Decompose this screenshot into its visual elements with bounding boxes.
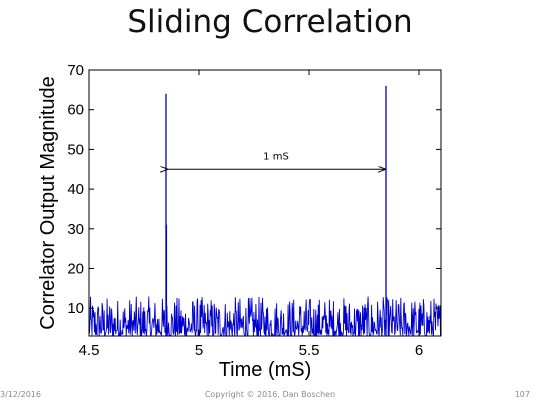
y-tick-label: 60 [67, 102, 84, 119]
peak-series [165, 85, 387, 336]
y-tick-label: 40 [67, 181, 84, 198]
correlation-chart: 4.5 5 5.5 6 10 20 30 40 50 60 70 1 mS Time (mS) Co… [37, 62, 442, 381]
footer-copyright: Copyright © 2016, Dan Boschen [204, 390, 336, 399]
plot-background [89, 70, 441, 336]
span-arrow-label: 1 mS [263, 151, 289, 162]
plot-frame [88, 69, 442, 337]
x-axis-label: Time (mS) [219, 359, 312, 381]
noise-trace [88, 296, 441, 338]
y-tick-label: 70 [67, 62, 84, 79]
noise-floor-series [88, 296, 441, 338]
y-tick-label: 30 [67, 221, 84, 238]
y-tick-label: 10 [67, 300, 84, 317]
y-tick-label: 50 [67, 141, 84, 158]
x-tick-label: 5.5 [299, 342, 320, 359]
annotation: 1 mS [167, 151, 385, 169]
footer-page-number: 107 [514, 390, 530, 399]
x-tick-label: 5 [195, 342, 203, 359]
footer-date: 3/12/2016 [0, 390, 42, 399]
axis-ticks: 4.5 5 5.5 6 10 20 30 40 50 60 70 [67, 62, 441, 359]
y-axis-label: Correlator Output Magnitude [37, 76, 59, 329]
slide-title: Sliding Correlation [127, 4, 413, 40]
x-tick-label: 6 [415, 342, 423, 359]
y-tick-label: 20 [67, 261, 84, 278]
x-tick-label: 4.5 [79, 342, 100, 359]
